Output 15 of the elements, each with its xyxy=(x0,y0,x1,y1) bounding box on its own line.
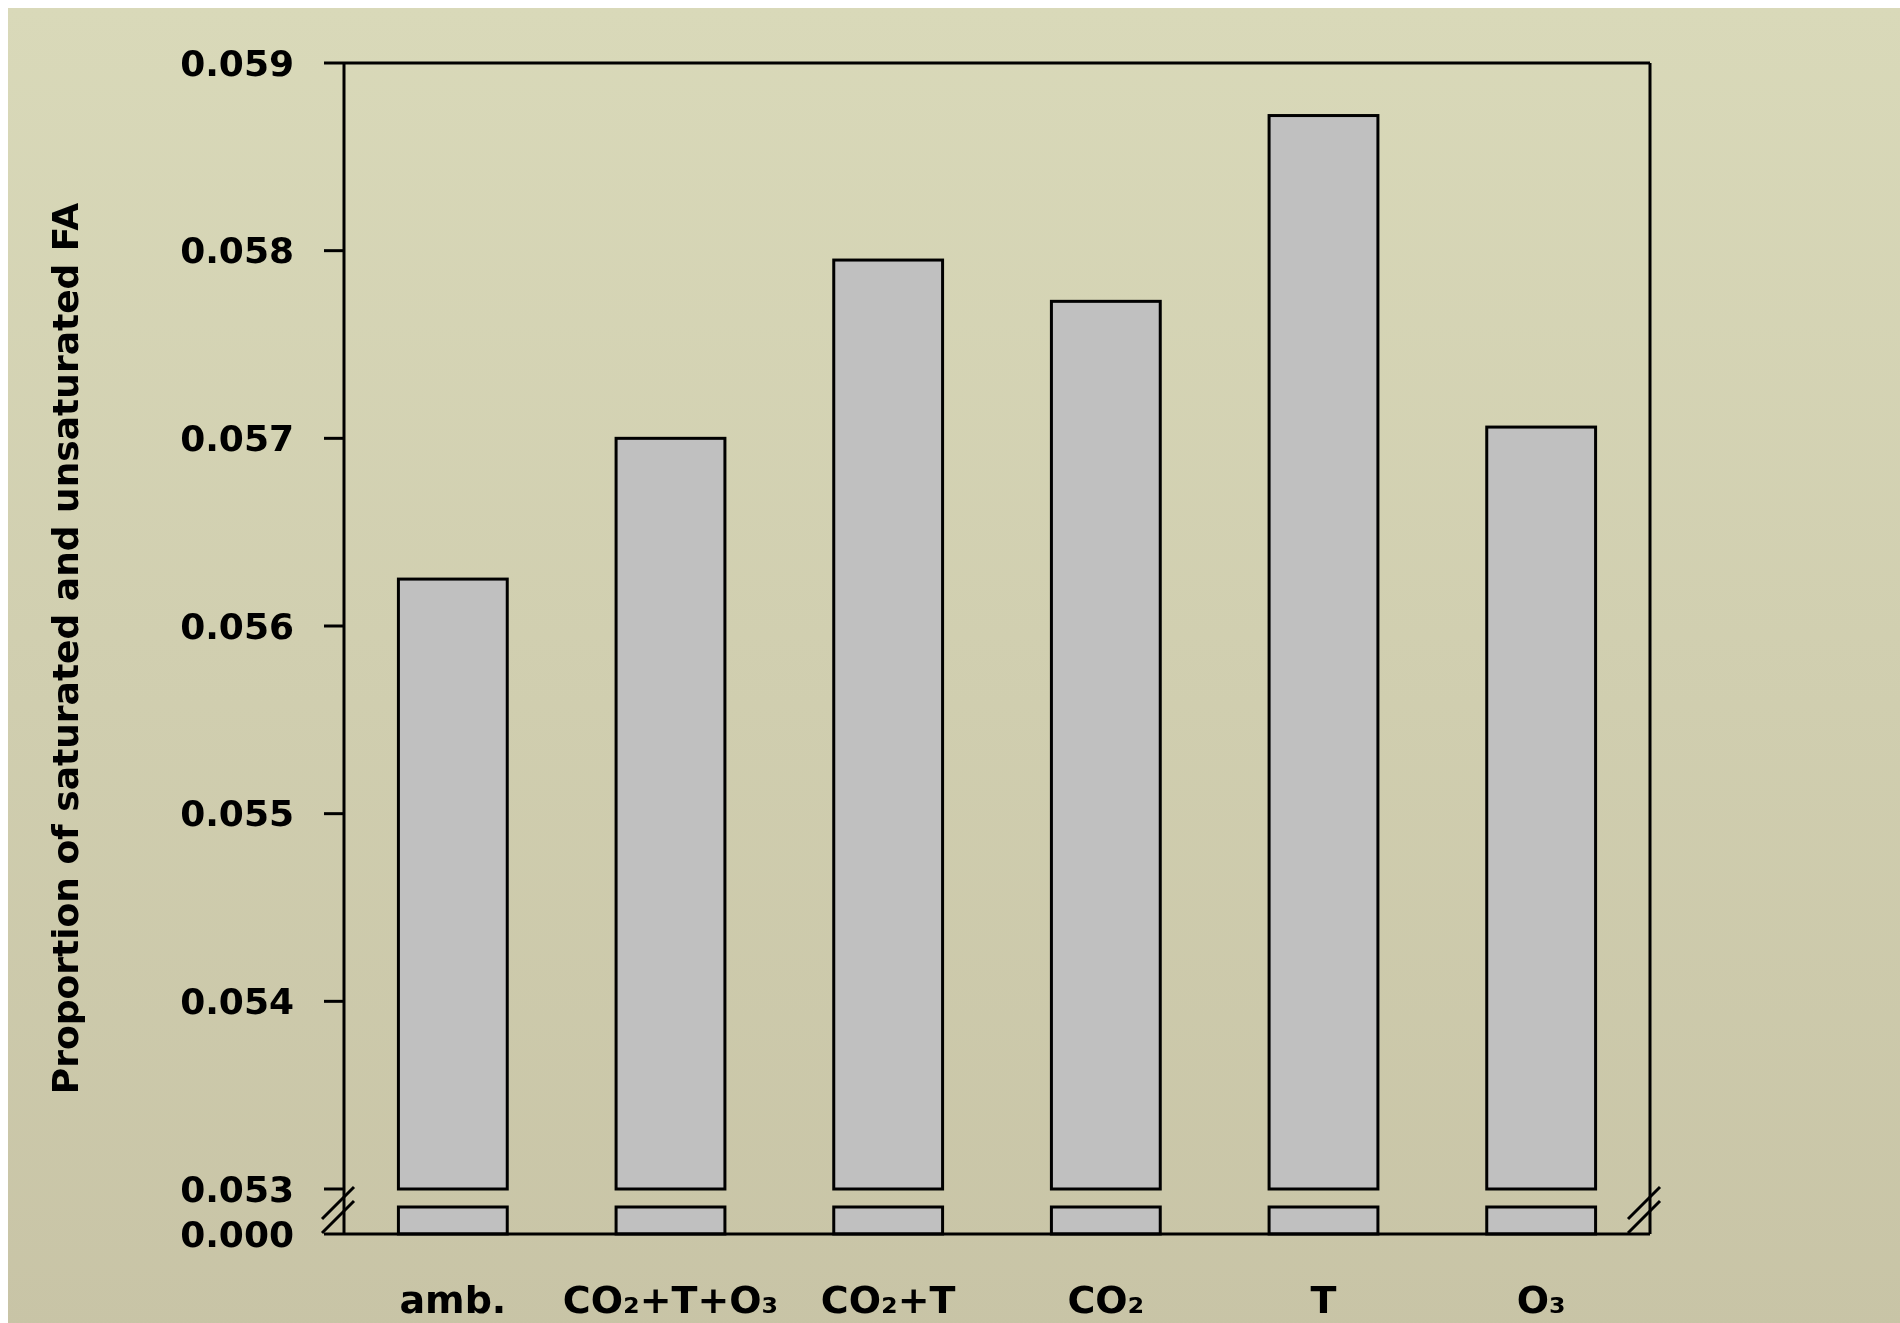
text: 0.000 xyxy=(180,1213,294,1255)
y-tick-label: 0.057 xyxy=(180,417,294,459)
x-tick-label: CO₂+T xyxy=(820,1278,956,1322)
y-tick-label: 0.053 xyxy=(180,1168,294,1210)
y-tick-label: 0.058 xyxy=(180,230,294,272)
y-axis-title: Proportion of saturated and unsaturated FA xyxy=(45,202,86,1095)
y-tick-label: 0.056 xyxy=(180,605,294,647)
y-tick-label: 0.055 xyxy=(180,793,294,835)
x-tick-label: T xyxy=(1310,1278,1337,1322)
y-tick-label: 0.059 xyxy=(180,42,294,84)
x-tick-label: amb. xyxy=(399,1278,507,1322)
x-tick-label: CO₂+T+O₃ xyxy=(562,1278,779,1322)
y-tick-label: 0.054 xyxy=(180,980,294,1022)
x-tick-label: O₃ xyxy=(1516,1278,1566,1322)
x-tick-label: CO₂ xyxy=(1067,1278,1145,1322)
